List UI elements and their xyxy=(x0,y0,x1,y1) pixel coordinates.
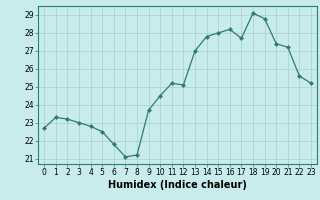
X-axis label: Humidex (Indice chaleur): Humidex (Indice chaleur) xyxy=(108,180,247,190)
